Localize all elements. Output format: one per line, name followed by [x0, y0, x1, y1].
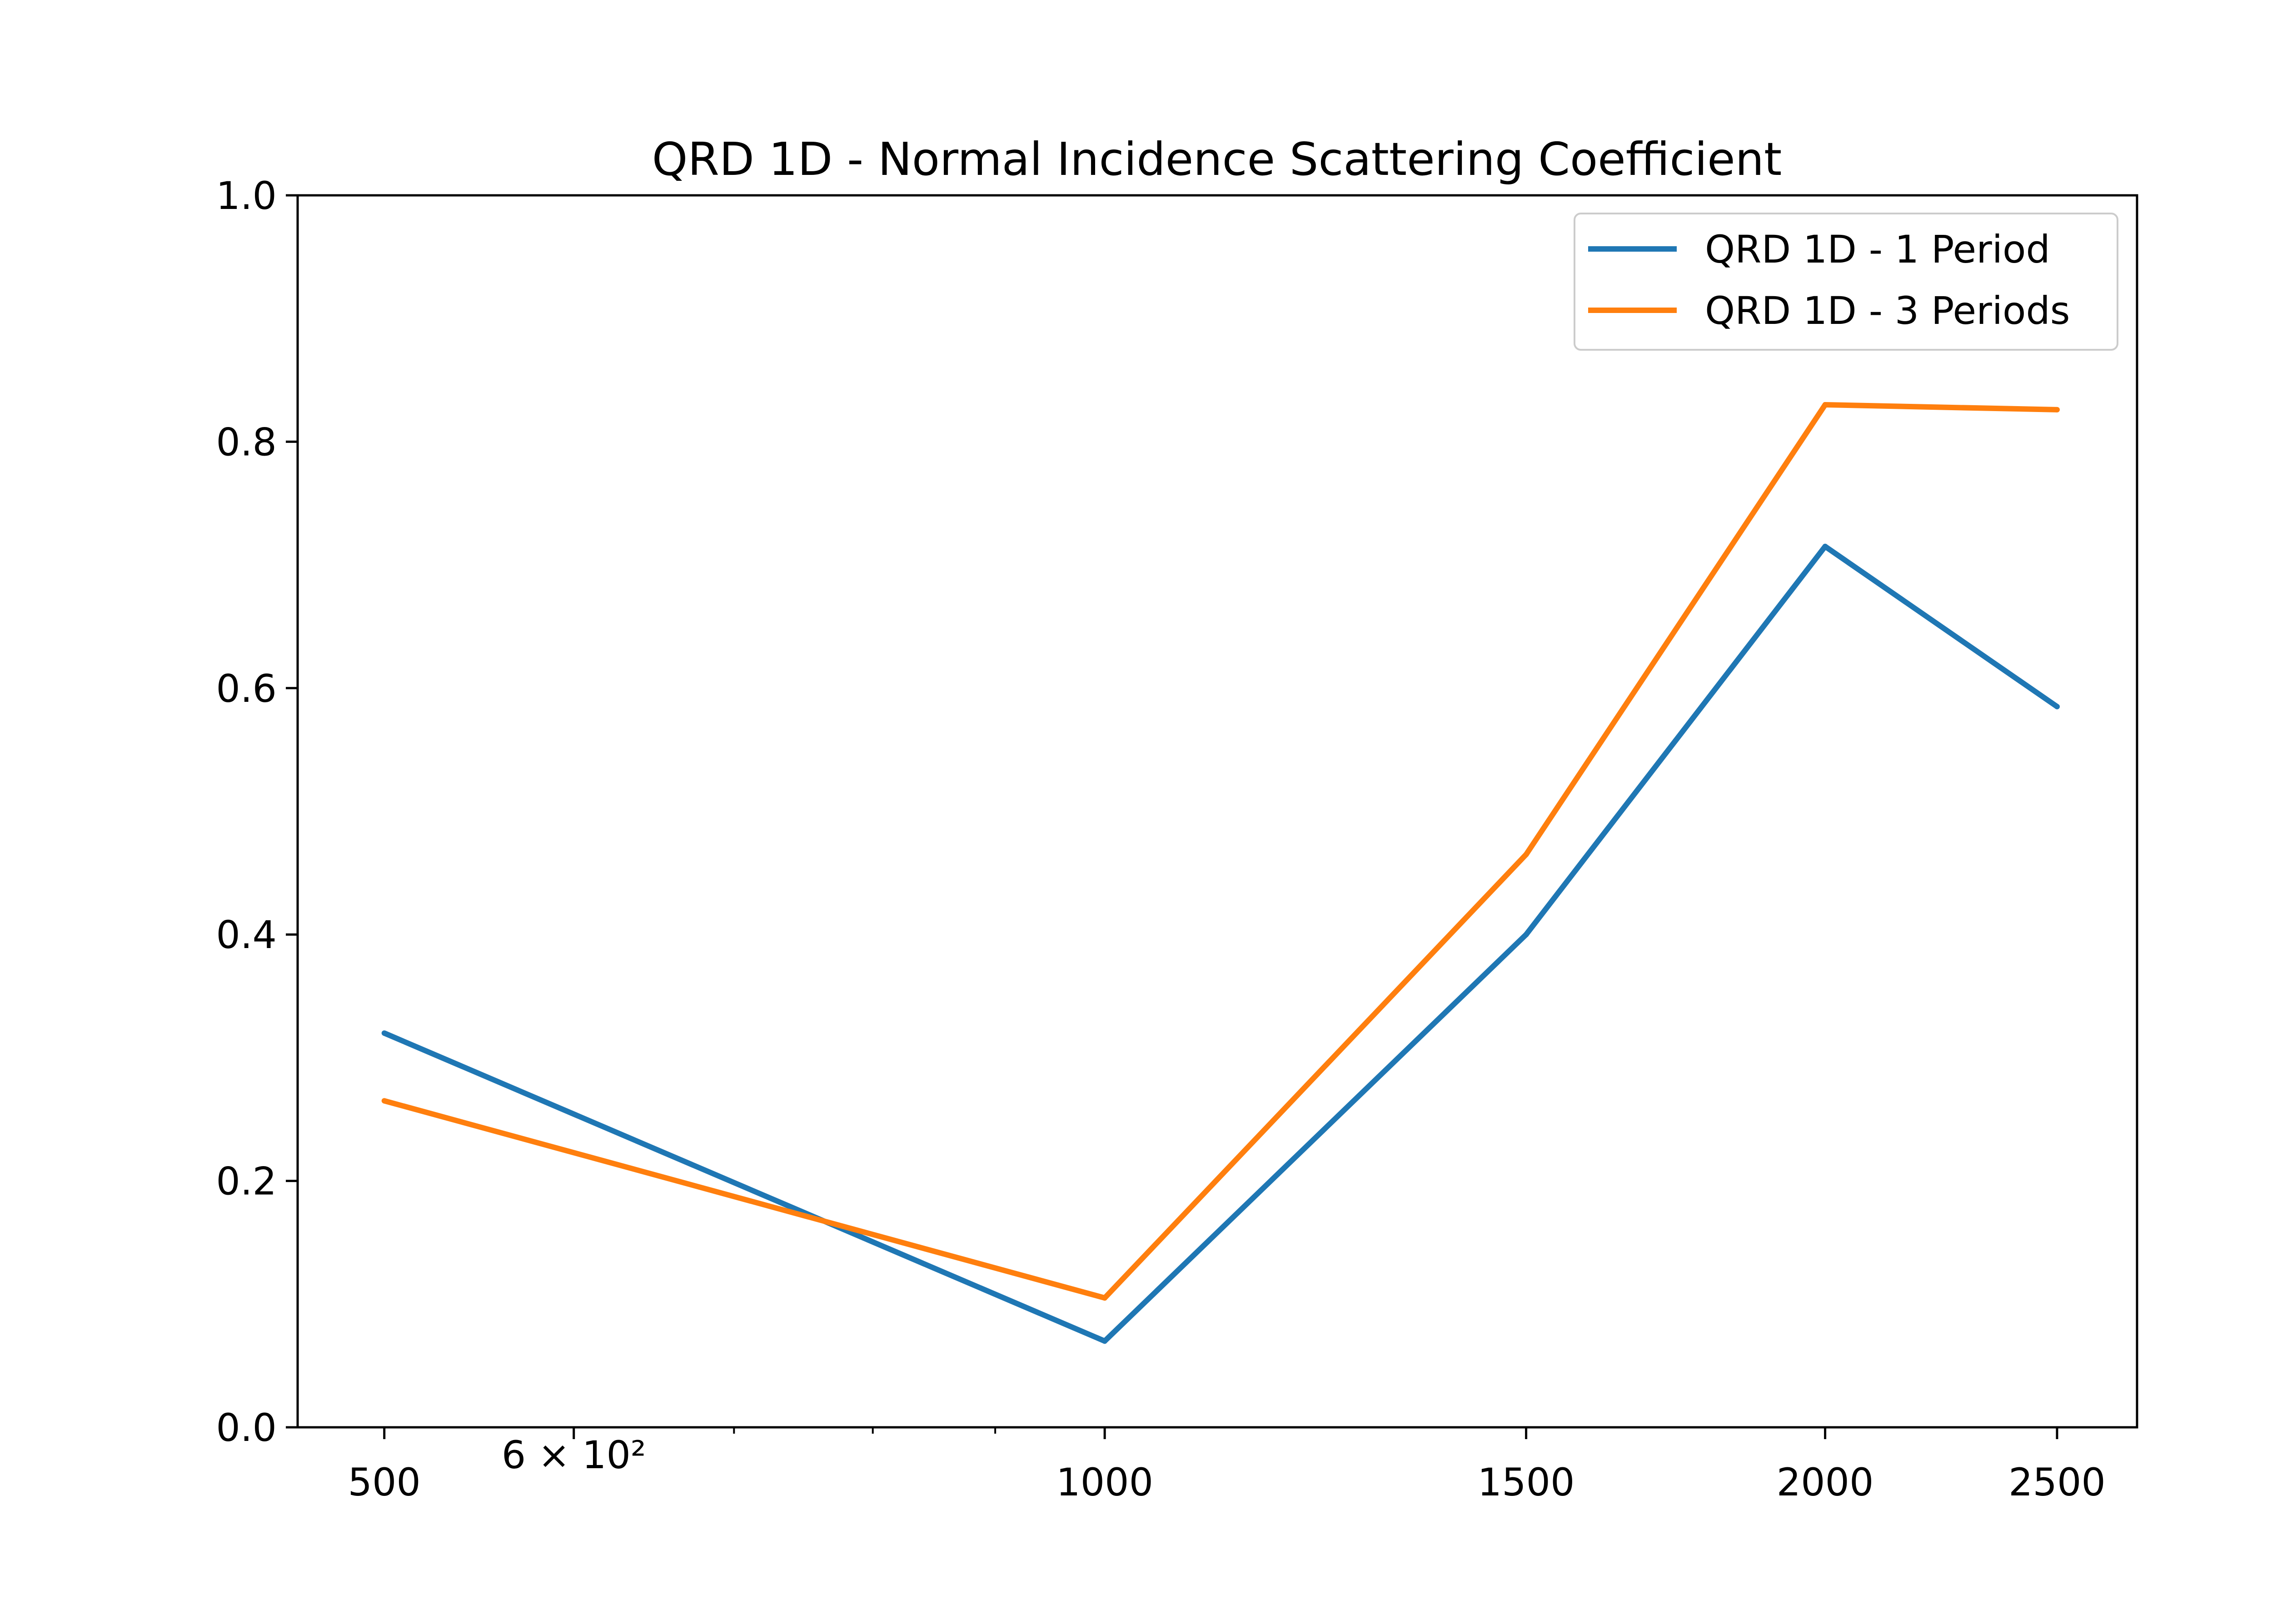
series-2-point-1	[381, 1098, 387, 1104]
legend-label-series-2: QRD 1D - 3 Periods	[1705, 288, 2070, 333]
plot-frame	[296, 194, 2138, 1429]
x-tick-label: 6 × 10²	[502, 1433, 646, 1477]
plot-area	[298, 195, 2137, 1427]
y-tick-label: 0.4	[216, 913, 277, 957]
series-1-point-1	[381, 1030, 387, 1036]
y-tick-label: 0.2	[216, 1159, 277, 1204]
series-2-point-3	[1523, 851, 1529, 857]
x-tick-label: 2500	[2008, 1460, 2106, 1505]
legend-label-series-1: QRD 1D - 1 Period	[1705, 227, 2050, 272]
chart-title: QRD 1D - Normal Incidence Scattering Coe…	[652, 133, 1782, 186]
series-1-point-2	[1102, 1338, 1108, 1344]
series-2-point-5	[2054, 407, 2060, 412]
y-tick-label: 0.6	[216, 666, 277, 711]
legend-box	[1574, 213, 2118, 351]
series-layer	[381, 402, 2060, 1344]
series-1-point-5	[2054, 704, 2060, 710]
y-tick-label: 0.0	[216, 1405, 277, 1450]
x-tick-label: 2000	[1777, 1460, 1874, 1505]
series-2-point-4	[1822, 402, 1828, 407]
series-2-point-2	[1102, 1295, 1108, 1301]
x-tick-label: 1500	[1478, 1460, 1575, 1505]
series-1-point-4	[1822, 543, 1828, 549]
ticks-layer: 0.0 0.2 0.4 0.6 0.8 1.0 500 6 × 10² 1000 1500 2000…	[216, 174, 2105, 1505]
x-tick-label: 1000	[1056, 1460, 1153, 1505]
y-tick-label: 1.0	[216, 174, 277, 218]
series-1-point-3	[1523, 932, 1529, 938]
x-tick-label: 500	[348, 1460, 421, 1505]
y-tick-label: 0.8	[216, 420, 277, 464]
legend: QRD 1D - 1 Period QRD 1D - 3 Periods	[1574, 213, 2118, 351]
